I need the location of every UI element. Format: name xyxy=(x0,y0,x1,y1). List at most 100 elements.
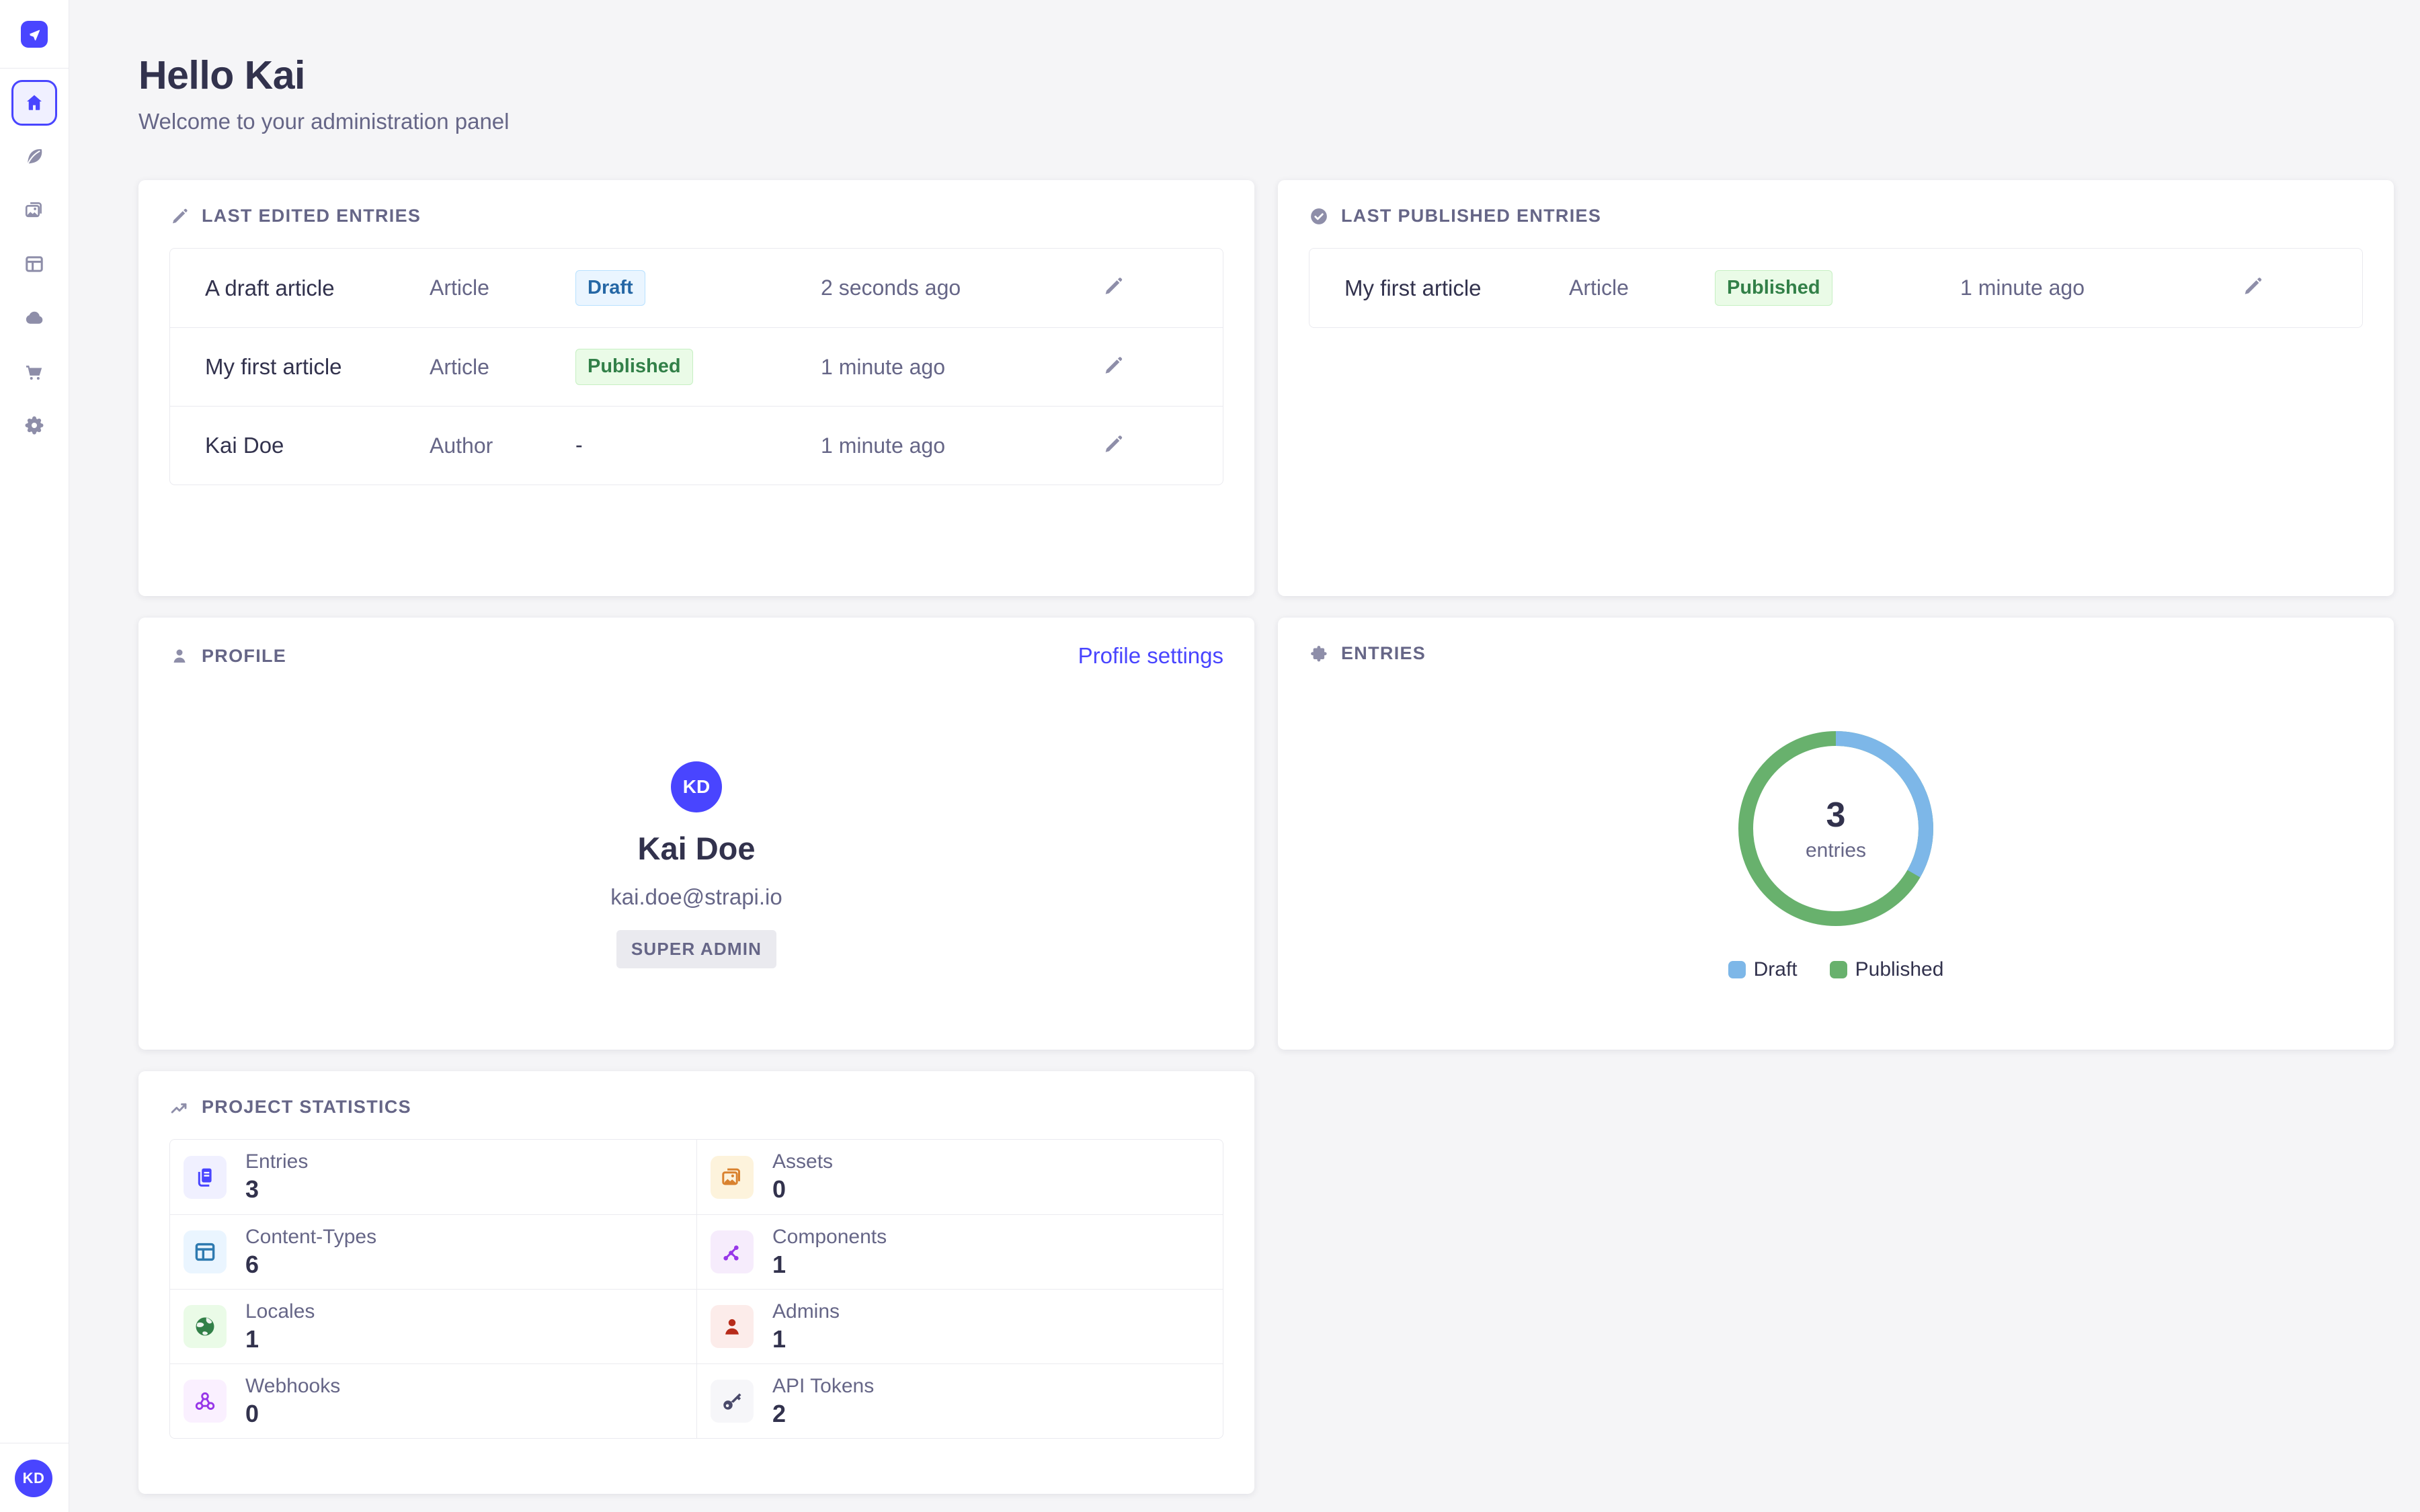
entry-type: Article xyxy=(430,276,489,300)
status-badge: - xyxy=(575,433,583,458)
stat-components: Components 1 xyxy=(696,1214,1223,1289)
status-badge: Published xyxy=(575,349,693,385)
edit-entry-button[interactable] xyxy=(1102,274,1126,298)
stat-icon-tile xyxy=(184,1305,227,1348)
stat-text: Entries 3 xyxy=(245,1150,308,1204)
entry-actions xyxy=(1102,432,1223,460)
stat-text: API Tokens 2 xyxy=(772,1375,874,1428)
role-badge: SUPER ADMIN xyxy=(616,930,777,968)
entry-status-cell: Published xyxy=(1715,269,1960,306)
stat-label: Entries xyxy=(245,1150,309,1173)
stat-icon-tile xyxy=(184,1230,227,1273)
profile-name: Kai Doe xyxy=(637,831,756,866)
status-badge: Draft xyxy=(575,269,645,306)
stat-icon-tile xyxy=(711,1155,754,1199)
edit-entry-button[interactable] xyxy=(2241,274,2265,298)
project-statistics-card: PROJECT STATISTICS Entries 3 Assets 0 Co… xyxy=(138,1071,1254,1494)
entry-actions xyxy=(2241,274,2362,302)
puzzle-icon xyxy=(1309,644,1329,664)
entries-card: ENTRIES 3 entries Draft Published xyxy=(1278,618,2394,1050)
donut-unit-label: entries xyxy=(1805,839,1867,862)
stat-label: Components xyxy=(772,1225,887,1248)
user-icon xyxy=(169,646,190,666)
sidebar-item-media-library[interactable] xyxy=(11,187,57,233)
donut-total: 3 xyxy=(1826,796,1846,835)
stat-text: Assets 0 xyxy=(772,1150,833,1204)
sidebar-item-deploy[interactable] xyxy=(11,295,57,341)
table-row: A draft article Article Draft 2 seconds … xyxy=(170,249,1223,327)
stat-value: 1 xyxy=(245,1325,259,1353)
stat-icon-tile xyxy=(711,1230,754,1273)
card-header: PROFILE Profile settings xyxy=(138,618,1254,669)
entry-updated-time: 1 minute ago xyxy=(821,433,946,458)
sidebar-item-home[interactable] xyxy=(11,80,57,126)
stat-content-types: Content-Types 6 xyxy=(170,1214,696,1289)
entry-type: Author xyxy=(430,433,493,458)
profile-settings-link[interactable]: Profile settings xyxy=(1078,643,1223,668)
entry-name: Kai Doe xyxy=(205,433,284,458)
profile-body: KD Kai Doe kai.doe@strapi.io SUPER ADMIN xyxy=(138,761,1254,968)
stat-icon-tile xyxy=(711,1305,754,1348)
edit-entry-button[interactable] xyxy=(1102,353,1126,378)
sidebar-item-content-type-builder[interactable] xyxy=(11,241,57,287)
donut-svg xyxy=(1738,731,1933,926)
edit-entry-button[interactable] xyxy=(1102,432,1126,456)
stat-label: Locales xyxy=(245,1300,315,1322)
entry-status-cell: Draft xyxy=(575,269,821,306)
status-badge: Published xyxy=(1715,269,1832,306)
legend-item: Draft xyxy=(1728,958,1798,981)
page-subtitle: Welcome to your administration panel xyxy=(138,109,510,134)
card-title: ENTRIES xyxy=(1341,643,1426,663)
profile-card: PROFILE Profile settings KD Kai Doe kai.… xyxy=(138,618,1254,1050)
last-published-table: My first article Article Published 1 min… xyxy=(1309,248,2363,328)
gear-icon xyxy=(24,415,45,436)
stat-label: Webhooks xyxy=(245,1374,341,1397)
entry-name: My first article xyxy=(205,354,342,379)
stat-label: Content-Types xyxy=(245,1225,377,1248)
stat-value: 0 xyxy=(772,1175,787,1203)
stat-value: 0 xyxy=(245,1399,259,1427)
legend-label: Published xyxy=(1855,958,1944,980)
stat-assets: Assets 0 xyxy=(696,1140,1223,1214)
card-header: LAST PUBLISHED ENTRIES xyxy=(1278,180,2394,226)
stat-label: Assets xyxy=(772,1150,834,1173)
pencil-icon xyxy=(169,206,190,226)
page-title: Hello Kai xyxy=(138,53,305,97)
profile-email: kai.doe@strapi.io xyxy=(610,884,782,909)
stat-text: Locales 1 xyxy=(245,1300,315,1353)
legend-swatch xyxy=(1728,961,1746,978)
stat-text: Webhooks 0 xyxy=(245,1375,340,1428)
cloud-icon xyxy=(24,307,45,329)
profile-avatar: KD xyxy=(671,761,722,812)
entry-type: Article xyxy=(430,354,489,379)
last-edited-entries-card: LAST EDITED ENTRIES A draft article Arti… xyxy=(138,180,1254,596)
entry-updated-time: 2 seconds ago xyxy=(821,276,961,300)
media-library-icon xyxy=(24,200,45,221)
table-row: Kai Doe Author - 1 minute ago xyxy=(170,406,1223,485)
stat-text: Components 1 xyxy=(772,1226,887,1279)
strapi-logo[interactable] xyxy=(21,21,48,48)
stat-value: 3 xyxy=(245,1175,259,1203)
stat-icon-tile xyxy=(184,1380,227,1423)
stat-webhooks: Webhooks 0 xyxy=(170,1363,696,1438)
entry-name: A draft article xyxy=(205,275,335,300)
last-edited-table: A draft article Article Draft 2 seconds … xyxy=(169,248,1223,485)
entry-type: Article xyxy=(1569,276,1629,300)
entry-actions xyxy=(1102,353,1223,381)
chart-legend: Draft Published xyxy=(1278,958,2394,981)
entry-status-cell: Published xyxy=(575,349,821,385)
feather-icon xyxy=(24,146,45,167)
sidebar-item-content-manager[interactable] xyxy=(11,134,57,179)
stat-value: 6 xyxy=(245,1250,259,1278)
trend-up-icon xyxy=(169,1097,190,1118)
sidebar-item-settings[interactable] xyxy=(11,403,57,448)
card-header: LAST EDITED ENTRIES xyxy=(138,180,1254,226)
card-title: PROFILE xyxy=(202,645,287,666)
main-content: Hello Kai Welcome to your administration… xyxy=(69,0,2420,1494)
entry-name: My first article xyxy=(1344,275,1482,300)
sidebar-divider xyxy=(0,68,69,69)
user-avatar[interactable]: KD xyxy=(15,1460,52,1497)
sidebar-item-marketplace[interactable] xyxy=(11,349,57,394)
stat-label: API Tokens xyxy=(772,1374,875,1397)
entry-actions xyxy=(1102,274,1223,302)
